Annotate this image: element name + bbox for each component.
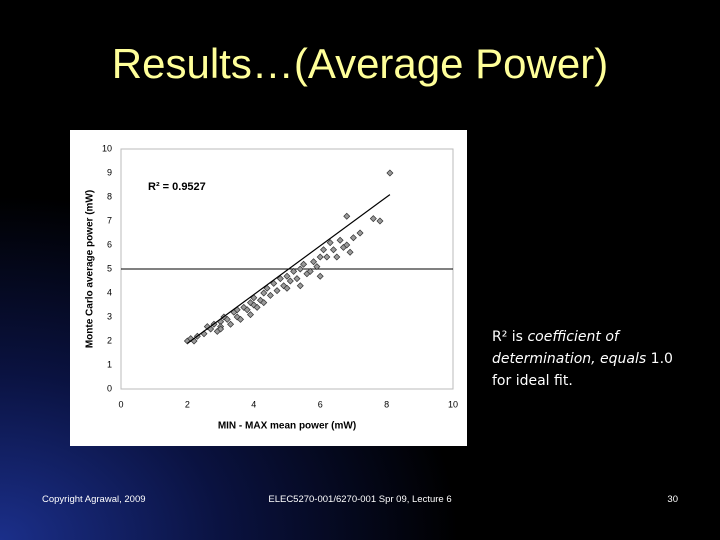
note: R² is coefficient of determination, equa… xyxy=(492,326,692,392)
x-tick-label: 4 xyxy=(251,399,256,409)
point xyxy=(290,267,298,275)
note-text: R² is xyxy=(492,329,528,345)
point xyxy=(346,248,354,256)
point xyxy=(343,241,351,249)
y-tick-label: 8 xyxy=(107,191,112,201)
footer-center: ELEC5270-001/6270-001 Spr 09, Lecture 6 xyxy=(268,494,452,505)
point xyxy=(323,253,331,261)
point xyxy=(369,215,377,223)
trendline xyxy=(187,194,391,344)
point xyxy=(260,289,268,297)
point xyxy=(227,320,235,328)
y-tick-label: 1 xyxy=(107,359,112,369)
point xyxy=(316,253,324,261)
y-axis-title: Monte Carlo average power (mW) xyxy=(85,190,96,348)
point xyxy=(343,212,351,220)
x-tick-label: 6 xyxy=(318,399,323,409)
point xyxy=(320,246,328,254)
point xyxy=(296,282,304,290)
point xyxy=(283,284,291,292)
x-tick-label: 2 xyxy=(185,399,190,409)
point xyxy=(270,279,278,287)
point xyxy=(246,311,254,319)
y-tick-label: 5 xyxy=(107,263,112,273)
slide-title: Results…(Average Power) xyxy=(111,40,609,87)
point xyxy=(293,275,301,283)
x-axis-title: MIN - MAX mean power (mW) xyxy=(218,421,356,432)
point xyxy=(283,272,291,280)
y-tick-label: 4 xyxy=(107,287,112,297)
y-tick-label: 9 xyxy=(107,167,112,177)
footer-left: Copyright Agrawal, 2009 xyxy=(42,494,146,505)
point xyxy=(306,267,314,275)
point xyxy=(217,325,225,333)
point xyxy=(223,315,231,323)
point xyxy=(386,169,394,177)
y-tick-label: 7 xyxy=(107,215,112,225)
annotation: R² = 0.9527 xyxy=(148,181,206,193)
page-number: 30 xyxy=(667,494,678,505)
point xyxy=(300,260,308,268)
point xyxy=(376,217,384,225)
y-tick-label: 10 xyxy=(102,143,112,153)
point xyxy=(250,301,258,309)
point xyxy=(243,306,251,314)
x-tick-label: 0 xyxy=(118,399,123,409)
point xyxy=(310,258,318,266)
point xyxy=(313,263,321,271)
y-tick-label: 3 xyxy=(107,311,112,321)
point xyxy=(253,303,261,311)
point xyxy=(326,239,334,247)
point xyxy=(316,272,324,280)
x-tick-label: 8 xyxy=(384,399,389,409)
y-tick-label: 2 xyxy=(107,335,112,345)
point xyxy=(336,236,344,244)
x-tick-label: 10 xyxy=(448,399,458,409)
note-text: 1.0 for ideal fit. xyxy=(492,351,673,389)
point xyxy=(260,299,268,307)
point xyxy=(329,246,337,254)
point xyxy=(273,287,281,295)
point xyxy=(356,229,364,237)
point xyxy=(349,234,357,242)
y-tick-label: 6 xyxy=(107,239,112,249)
point xyxy=(276,275,284,283)
note-text: coefficient of determination, equals xyxy=(492,329,651,367)
point xyxy=(266,291,274,299)
point xyxy=(237,315,245,323)
y-tick-label: 0 xyxy=(107,383,112,393)
point xyxy=(286,277,294,285)
point xyxy=(296,265,304,273)
point xyxy=(333,253,341,261)
